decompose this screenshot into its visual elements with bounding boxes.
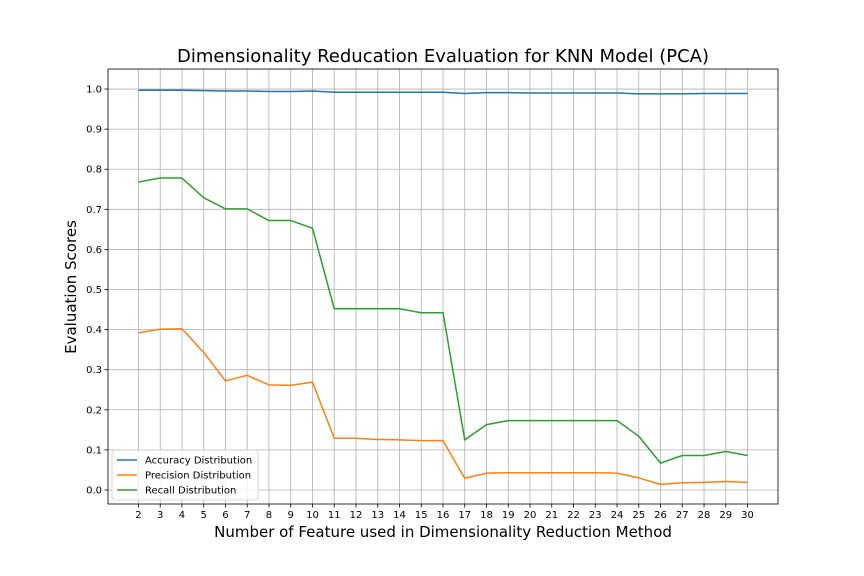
y-tick-label: 0.5 xyxy=(86,285,102,296)
x-tick-label: 18 xyxy=(480,510,493,521)
x-tick-label: 10 xyxy=(306,510,319,521)
y-axis-label: Evaluation Scores xyxy=(62,220,80,354)
x-tick-label: 7 xyxy=(244,510,250,521)
legend-label-accuracy: Accuracy Distribution xyxy=(145,456,252,467)
x-tick-label: 24 xyxy=(611,510,624,521)
x-tick-label: 2 xyxy=(135,510,141,521)
legend-label-recall: Recall Distribution xyxy=(145,486,236,497)
x-tick-label: 14 xyxy=(393,510,406,521)
chart-title: Dimensionality Reducation Evaluation for… xyxy=(177,46,709,67)
x-tick-label: 11 xyxy=(328,510,341,521)
y-tick-label: 1.0 xyxy=(86,85,102,96)
series-line-recall-distribution xyxy=(138,177,748,464)
x-tick-label: 22 xyxy=(567,510,580,521)
legend-label-precision: Precision Distribution xyxy=(145,471,251,482)
series-lines xyxy=(138,89,748,486)
legend: Accuracy Distribution Precision Distribu… xyxy=(111,449,259,501)
ticks: 2 3 4 5 6 7 8 9 10 11 12 13 14 15 16 17 18 19 20 21 22 23 24 25… xyxy=(86,85,754,521)
y-tick-label: 0.8 xyxy=(86,165,102,176)
series-line-precision-distribution xyxy=(138,328,748,486)
x-tick-label: 19 xyxy=(502,510,515,521)
x-axis-label: Number of Feature used in Dimensionality… xyxy=(214,523,672,541)
series-line-accuracy-distribution xyxy=(138,89,748,95)
y-tick-label: 0.1 xyxy=(86,445,102,456)
x-tick-label: 16 xyxy=(437,510,450,521)
y-tick-label: 0.6 xyxy=(86,245,102,256)
y-tick-label: 0.4 xyxy=(86,325,102,336)
x-tick-label: 23 xyxy=(589,510,602,521)
grid xyxy=(108,69,778,504)
x-tick-label: 15 xyxy=(415,510,428,521)
x-tick-label: 25 xyxy=(632,510,645,521)
y-tick-label: 0.7 xyxy=(86,205,102,216)
x-tick-label: 20 xyxy=(524,510,537,521)
y-tick-label: 0.2 xyxy=(86,405,102,416)
x-tick-label: 27 xyxy=(676,510,689,521)
x-tick-label: 28 xyxy=(698,510,711,521)
x-tick-label: 26 xyxy=(654,510,667,521)
x-tick-label: 12 xyxy=(350,510,363,521)
x-tick-label: 17 xyxy=(458,510,471,521)
x-tick-label: 5 xyxy=(201,510,207,521)
x-tick-label: 29 xyxy=(719,510,732,521)
x-tick-label: 21 xyxy=(545,510,558,521)
y-tick-label: 0.9 xyxy=(86,125,102,136)
x-tick-label: 13 xyxy=(371,510,384,521)
y-tick-label: 0.3 xyxy=(86,365,102,376)
y-tick-label: 0.0 xyxy=(86,485,102,496)
x-tick-label: 3 xyxy=(157,510,163,521)
x-tick-label: 6 xyxy=(222,510,228,521)
legend-box xyxy=(111,449,259,501)
x-tick-label: 30 xyxy=(741,510,754,521)
x-tick-label: 9 xyxy=(288,510,294,521)
x-tick-label: 4 xyxy=(179,510,185,521)
x-tick-label: 8 xyxy=(266,510,272,521)
